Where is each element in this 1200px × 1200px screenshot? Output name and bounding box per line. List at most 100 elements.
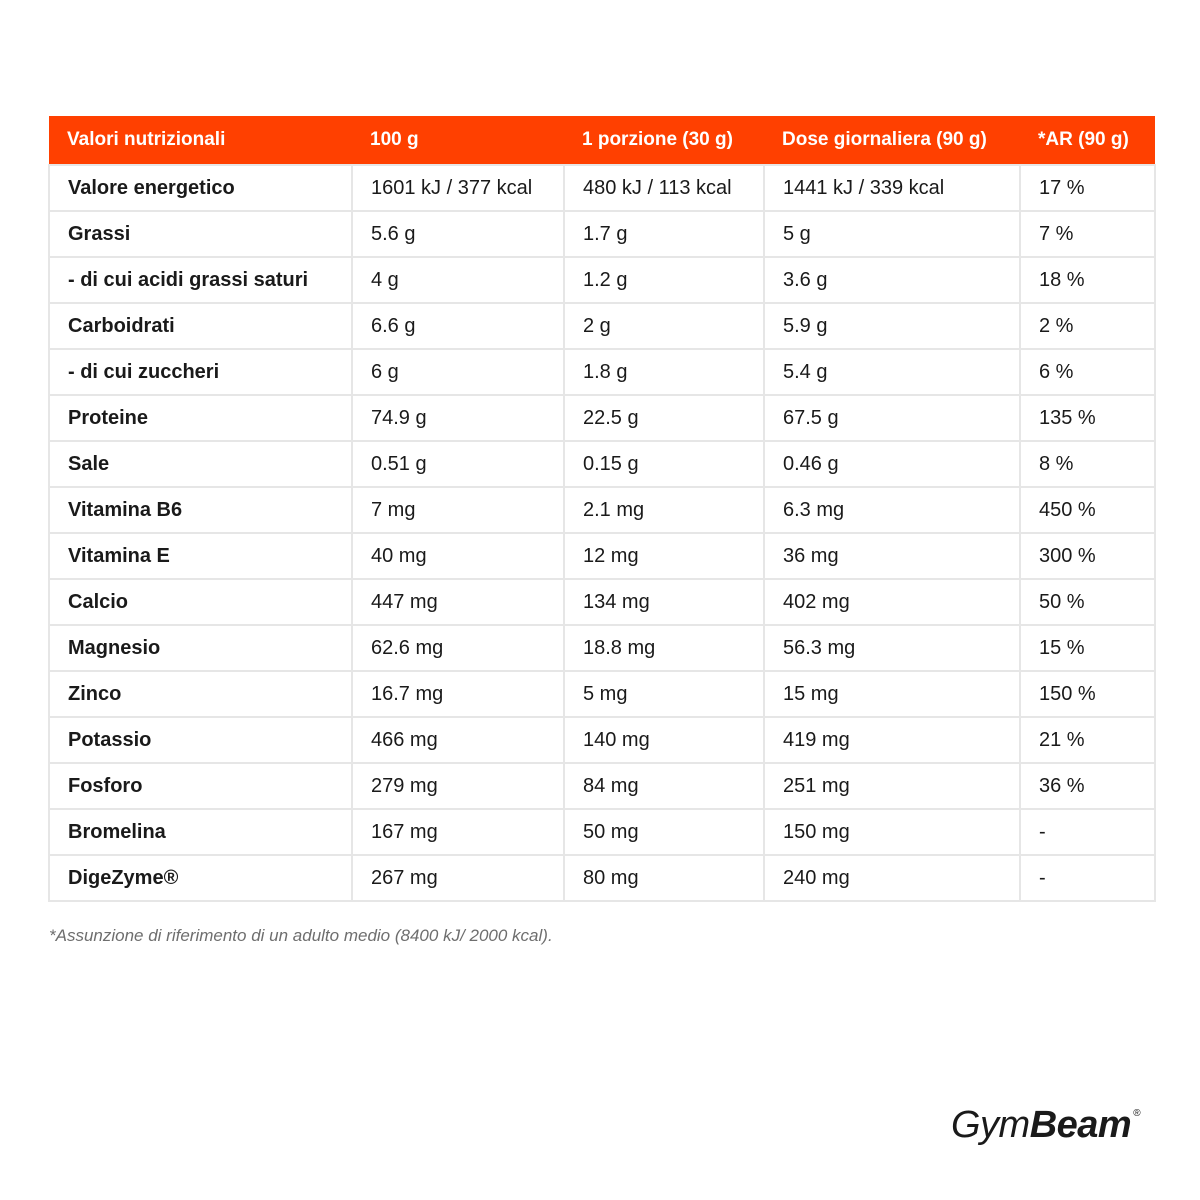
header-cell-per-portion: 1 porzione (30 g) xyxy=(564,116,764,165)
cell-nutrient: Magnesio xyxy=(48,624,353,672)
cell-daily-dose: 5 g xyxy=(763,210,1021,258)
cell-per-portion: 12 mg xyxy=(563,532,765,580)
cell-reference-intake: 21 % xyxy=(1019,716,1156,764)
cell-per-100g: 167 mg xyxy=(351,808,565,856)
cell-per-100g: 7 mg xyxy=(351,486,565,534)
registered-mark: ® xyxy=(1133,1108,1141,1119)
cell-per-100g: 62.6 mg xyxy=(351,624,565,672)
cell-daily-dose: 15 mg xyxy=(763,670,1021,718)
cell-reference-intake: 18 % xyxy=(1019,256,1156,304)
cell-daily-dose: 402 mg xyxy=(763,578,1021,626)
header-cell-reference-intake: *AR (90 g) xyxy=(1020,116,1155,165)
cell-per-100g: 5.6 g xyxy=(351,210,565,258)
cell-daily-dose: 56.3 mg xyxy=(763,624,1021,672)
gymbeam-logo: GymBeam ® xyxy=(951,1104,1141,1147)
cell-per-portion: 5 mg xyxy=(563,670,765,718)
cell-reference-intake: 36 % xyxy=(1019,762,1156,810)
cell-per-portion: 22.5 g xyxy=(563,394,765,442)
table-row: Zinco 16.7 mg 5 mg 15 mg 150 % xyxy=(48,670,1156,718)
cell-reference-intake: 450 % xyxy=(1019,486,1156,534)
table-header: Valori nutrizionali 100 g 1 porzione (30… xyxy=(49,116,1155,165)
cell-daily-dose: 0.46 g xyxy=(763,440,1021,488)
cell-daily-dose: 150 mg xyxy=(763,808,1021,856)
cell-nutrient: DigeZyme® xyxy=(48,854,353,902)
header-row: Valori nutrizionali 100 g 1 porzione (30… xyxy=(49,116,1155,165)
cell-daily-dose: 419 mg xyxy=(763,716,1021,764)
cell-reference-intake: - xyxy=(1019,808,1156,856)
cell-per-portion: 80 mg xyxy=(563,854,765,902)
cell-per-100g: 279 mg xyxy=(351,762,565,810)
cell-reference-intake: 135 % xyxy=(1019,394,1156,442)
cell-reference-intake: 150 % xyxy=(1019,670,1156,718)
cell-reference-intake: 300 % xyxy=(1019,532,1156,580)
cell-per-100g: 0.51 g xyxy=(351,440,565,488)
cell-daily-dose: 251 mg xyxy=(763,762,1021,810)
cell-nutrient: - di cui zuccheri xyxy=(48,348,353,396)
cell-per-100g: 74.9 g xyxy=(351,394,565,442)
cell-nutrient: Vitamina B6 xyxy=(48,486,353,534)
header-cell-per-100g: 100 g xyxy=(352,116,564,165)
cell-per-100g: 267 mg xyxy=(351,854,565,902)
cell-nutrient: Vitamina E xyxy=(48,532,353,580)
cell-daily-dose: 67.5 g xyxy=(763,394,1021,442)
table-row: Vitamina E 40 mg 12 mg 36 mg 300 % xyxy=(48,532,1156,580)
cell-nutrient: Zinco xyxy=(48,670,353,718)
cell-daily-dose: 3.6 g xyxy=(763,256,1021,304)
table-row: Valore energetico 1601 kJ / 377 kcal 480 k… xyxy=(48,164,1156,212)
cell-reference-intake: 2 % xyxy=(1019,302,1156,350)
cell-per-100g: 40 mg xyxy=(351,532,565,580)
cell-per-portion: 18.8 mg xyxy=(563,624,765,672)
cell-per-100g: 6.6 g xyxy=(351,302,565,350)
cell-per-portion: 134 mg xyxy=(563,578,765,626)
cell-reference-intake: 15 % xyxy=(1019,624,1156,672)
cell-reference-intake: 6 % xyxy=(1019,348,1156,396)
cell-nutrient: Fosforo xyxy=(48,762,353,810)
table-row: DigeZyme® 267 mg 80 mg 240 mg - xyxy=(48,854,1156,902)
cell-per-portion: 1.8 g xyxy=(563,348,765,396)
cell-per-portion: 480 kJ / 113 kcal xyxy=(563,164,765,212)
cell-nutrient: Sale xyxy=(48,440,353,488)
header-cell-daily-dose: Dose giornaliera (90 g) xyxy=(764,116,1020,165)
cell-nutrient: - di cui acidi grassi saturi xyxy=(48,256,353,304)
cell-nutrient: Carboidrati xyxy=(48,302,353,350)
cell-reference-intake: 7 % xyxy=(1019,210,1156,258)
cell-daily-dose: 36 mg xyxy=(763,532,1021,580)
cell-per-100g: 6 g xyxy=(351,348,565,396)
cell-nutrient: Valore energetico xyxy=(48,164,353,212)
cell-per-100g: 466 mg xyxy=(351,716,565,764)
cell-daily-dose: 240 mg xyxy=(763,854,1021,902)
cell-reference-intake: 50 % xyxy=(1019,578,1156,626)
footnote: *Assunzione di riferimento di un adulto … xyxy=(49,926,553,945)
logo-text-beam: Beam xyxy=(1029,1104,1132,1146)
cell-per-100g: 447 mg xyxy=(351,578,565,626)
header-cell-nutrient: Valori nutrizionali xyxy=(49,116,352,165)
cell-daily-dose: 5.9 g xyxy=(763,302,1021,350)
table-row: Proteine 74.9 g 22.5 g 67.5 g 135 % xyxy=(48,394,1156,442)
cell-daily-dose: 1441 kJ / 339 kcal xyxy=(763,164,1021,212)
table-row: Calcio 447 mg 134 mg 402 mg 50 % xyxy=(48,578,1156,626)
cell-per-portion: 140 mg xyxy=(563,716,765,764)
cell-per-portion: 1.2 g xyxy=(563,256,765,304)
cell-per-100g: 1601 kJ / 377 kcal xyxy=(351,164,565,212)
cell-reference-intake: 17 % xyxy=(1019,164,1156,212)
cell-nutrient: Potassio xyxy=(48,716,353,764)
cell-per-portion: 0.15 g xyxy=(563,440,765,488)
cell-daily-dose: 6.3 mg xyxy=(763,486,1021,534)
cell-per-portion: 50 mg xyxy=(563,808,765,856)
table-row: Potassio 466 mg 140 mg 419 mg 21 % xyxy=(48,716,1156,764)
cell-nutrient: Grassi xyxy=(48,210,353,258)
cell-per-portion: 1.7 g xyxy=(563,210,765,258)
logo-text-gym: Gym xyxy=(951,1104,1030,1146)
cell-reference-intake: 8 % xyxy=(1019,440,1156,488)
cell-per-100g: 4 g xyxy=(351,256,565,304)
table-body: Valore energetico 1601 kJ / 377 kcal 480 k… xyxy=(48,164,1156,902)
table-row: Bromelina 167 mg 50 mg 150 mg - xyxy=(48,808,1156,856)
cell-nutrient: Bromelina xyxy=(48,808,353,856)
cell-reference-intake: - xyxy=(1019,854,1156,902)
cell-nutrient: Calcio xyxy=(48,578,353,626)
table-row: Magnesio 62.6 mg 18.8 mg 56.3 mg 15 % xyxy=(48,624,1156,672)
cell-per-portion: 2 g xyxy=(563,302,765,350)
